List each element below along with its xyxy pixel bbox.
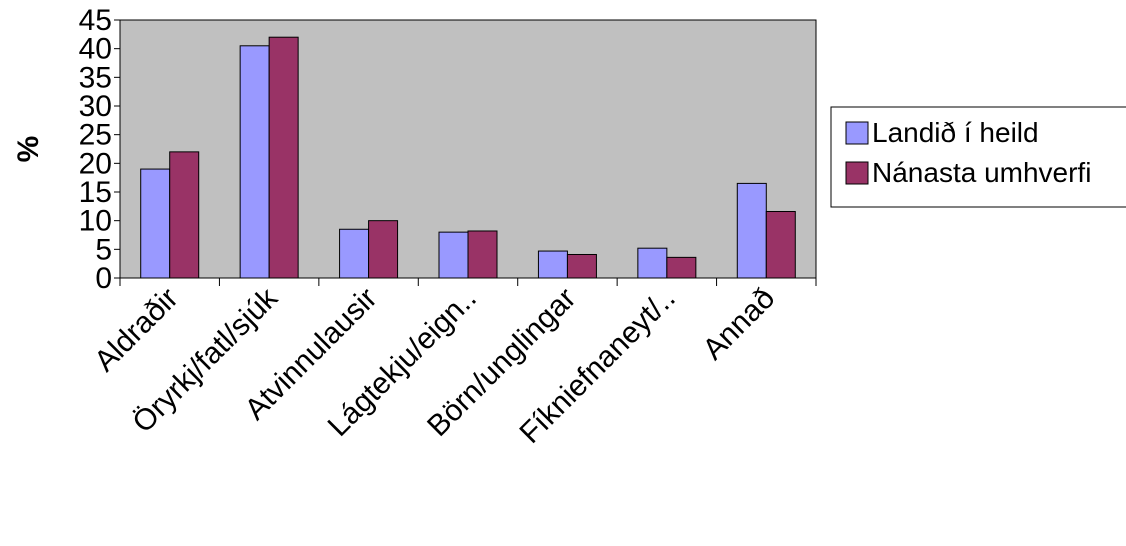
bar-landid-i-heild [736, 182, 767, 279]
legend-swatch [845, 121, 869, 145]
bar-nanasta-umhverfi [666, 256, 697, 279]
bar-landid-i-heild [537, 250, 568, 279]
y-tick-label: 15 [79, 176, 112, 209]
y-axis-label: % [12, 136, 45, 163]
bar-landid-i-heild [239, 45, 270, 279]
y-tick-label: 45 [79, 4, 112, 37]
category-labels: AldraðirÖryrkj/fatl/sjúkAtvinnulausirLág… [88, 281, 781, 450]
bar-nanasta-umhverfi [368, 220, 399, 279]
y-tick-label: 10 [79, 205, 112, 238]
legend: Landið í heild Nánasta umhverfi [830, 106, 1126, 208]
x-category-label: Aldraðir [88, 282, 184, 378]
bar-nanasta-umhverfi [566, 253, 597, 279]
y-tick-label: 20 [79, 147, 112, 180]
bar-landid-i-heild [438, 231, 469, 279]
legend-swatch [845, 161, 869, 185]
bar-landid-i-heild [140, 168, 171, 279]
bar-nanasta-umhverfi [467, 230, 498, 279]
y-tick-label: 30 [79, 90, 112, 123]
bar-landid-i-heild [339, 228, 370, 279]
x-axis [119, 277, 817, 286]
y-tick-label: 40 [79, 33, 112, 66]
legend-entry-label: Landið í heild [872, 117, 1039, 148]
y-tick-label: 25 [79, 119, 112, 152]
bars [140, 36, 796, 279]
y-tick-label: 35 [79, 61, 112, 94]
legend-entry-label: Nánasta umhverfi [872, 157, 1091, 188]
bar-landid-i-heild [637, 247, 668, 279]
bar-nanasta-umhverfi [268, 36, 299, 279]
legend-box [830, 106, 1126, 208]
bar-nanasta-umhverfi [169, 151, 200, 279]
x-category-label: Annað [697, 282, 782, 367]
y-tick-label: 5 [95, 233, 112, 266]
y-tick-label: 0 [95, 262, 112, 295]
bar-nanasta-umhverfi [765, 210, 796, 279]
